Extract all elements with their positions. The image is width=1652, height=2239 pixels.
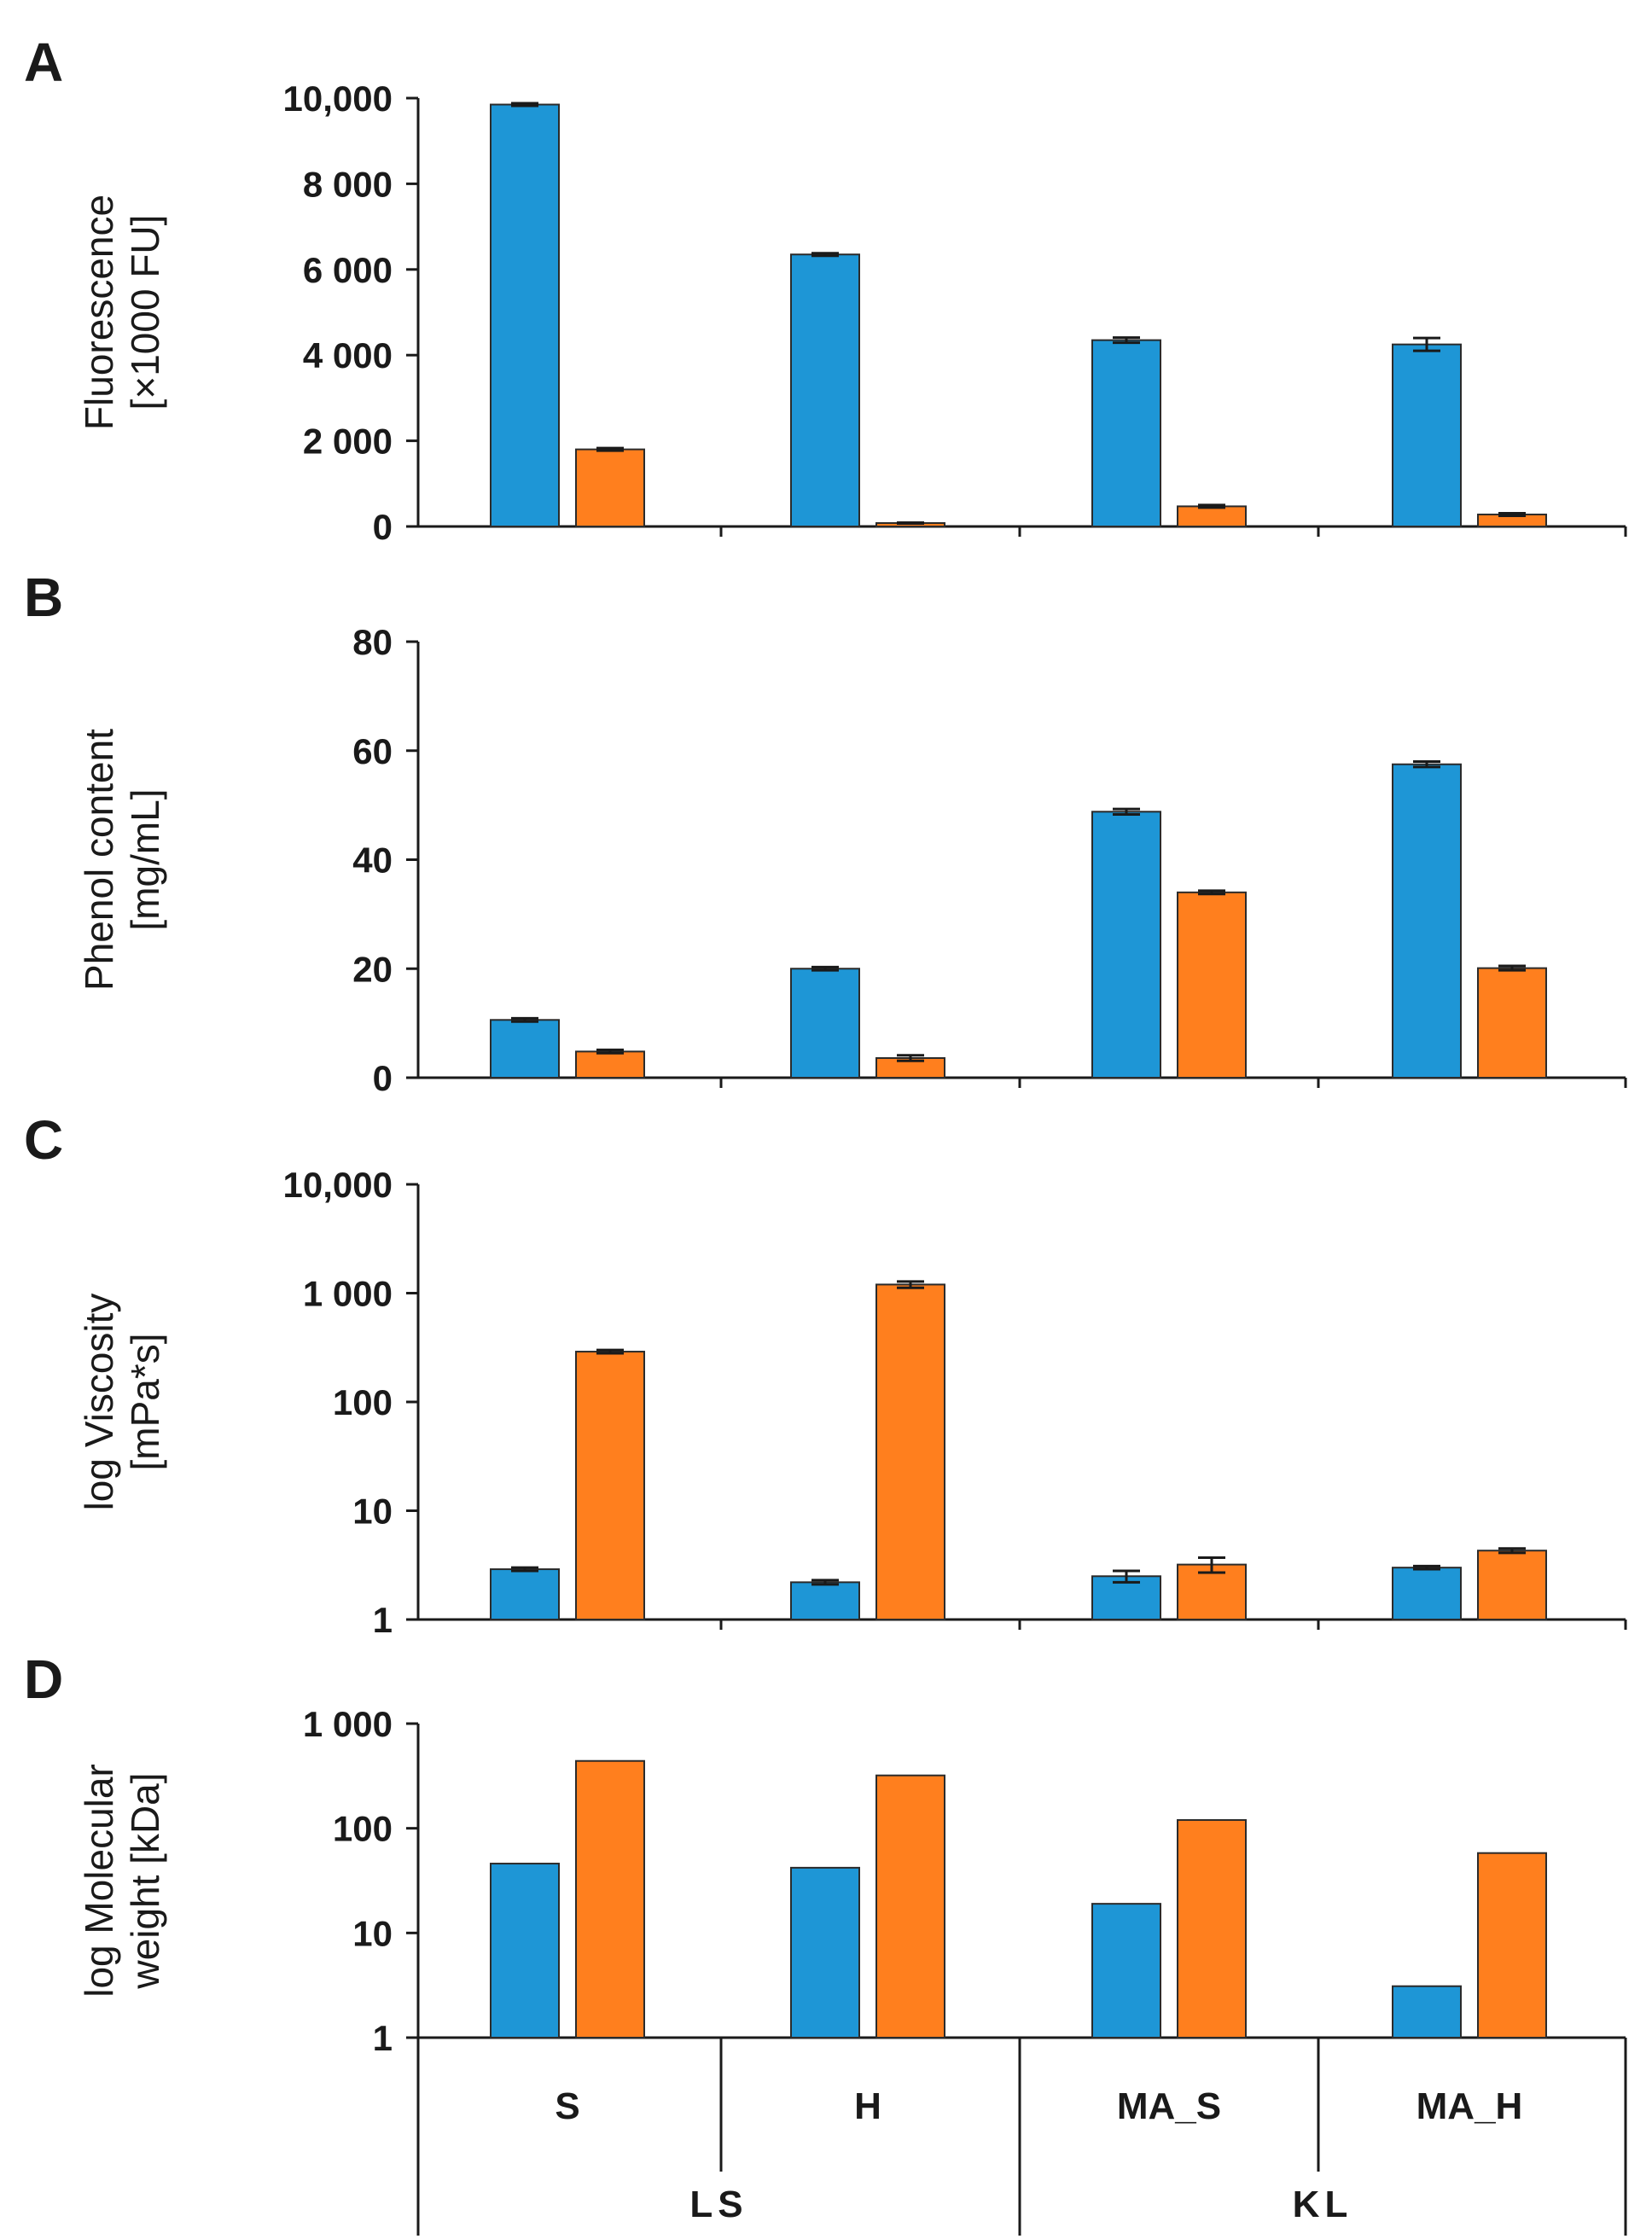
bar-series2-ma_h <box>1477 1550 1547 1621</box>
y-tick-label: 1 <box>373 2018 393 2058</box>
bar-series2-h <box>875 1283 945 1621</box>
bar-series2-h <box>875 1774 945 2039</box>
bar-series1-ma_h <box>1392 1567 1462 1620</box>
category-label-s: S <box>555 2085 579 2127</box>
y-axis-unit: [×1000 FU] <box>123 215 167 410</box>
bar-series1-h <box>790 1581 860 1620</box>
y-tick-label: 2 000 <box>303 422 393 462</box>
y-tick-label: 4 000 <box>303 335 393 375</box>
y-tick-label: 20 <box>352 949 393 989</box>
y-tick-label: 60 <box>352 731 393 771</box>
y-tick-label: 10 <box>352 1913 393 1953</box>
group-label-ls: LS <box>689 2184 747 2225</box>
y-tick-label: 40 <box>352 840 393 881</box>
panel-letter: A <box>24 32 63 93</box>
bar-series1-ma_s <box>1091 339 1161 527</box>
bar-series1-ma_h <box>1392 1985 1462 2039</box>
y-axis-unit: weight [kDa] <box>123 1772 167 1989</box>
panel-a: A Fluorescence [×1000 FU] 0 2 000 4 000 6 000 8… <box>24 32 1627 547</box>
y-tick-label: 10,000 <box>283 1165 393 1205</box>
bar-series2-s <box>575 448 645 528</box>
y-tick-label: 100 <box>333 1382 393 1422</box>
panel-letter: B <box>24 567 63 628</box>
bar-series1-s <box>490 1019 560 1079</box>
bar-series2-s <box>575 1759 645 2039</box>
bar-series2-s <box>575 1050 645 1079</box>
bar-series1-s <box>490 103 560 527</box>
y-axis-title: Phenol content <box>77 729 121 991</box>
bar-series1-h <box>790 253 860 527</box>
y-axis-title: log Viscosity <box>77 1294 121 1511</box>
y-axis-title: log Molecular <box>77 1764 121 1998</box>
panel-letter: D <box>24 1649 63 1710</box>
bar-series1-s <box>490 1568 560 1621</box>
category-label-ma-h: MA_H <box>1416 2085 1523 2127</box>
bar-series2-s <box>575 1351 645 1621</box>
category-label-h: H <box>854 2085 881 2127</box>
y-axis-unit: [mg/mL] <box>123 788 167 930</box>
bar-series1-ma_s <box>1091 811 1161 1079</box>
y-tick-label: 8 000 <box>303 164 393 204</box>
bar-series1-ma_s <box>1091 1903 1161 2039</box>
bar-series1-h <box>790 968 860 1079</box>
panel-letter: C <box>24 1109 63 1171</box>
y-tick-label: 10 <box>352 1492 393 1532</box>
y-tick-label: 10,000 <box>283 79 393 119</box>
y-tick-label: 0 <box>373 1058 393 1098</box>
bar-series2-ma_h <box>1477 967 1547 1079</box>
y-tick-label: 80 <box>352 622 393 662</box>
bar-series1-h <box>790 1866 860 2038</box>
bar-series1-ma_h <box>1392 763 1462 1079</box>
y-axis-title: Fluorescence <box>77 195 121 430</box>
bar-series2-ma_s <box>1177 1818 1247 2039</box>
panel-b: B Phenol content [mg/mL] 0 20 40 60 80 <box>24 567 1627 1098</box>
bar-series2-ma_s <box>1177 891 1247 1079</box>
category-label-ma-s: MA_S <box>1117 2085 1221 2127</box>
group-label-kl: KL <box>1293 2184 1353 2225</box>
y-tick-label: 1 <box>373 1600 393 1640</box>
bar-series2-ma_h <box>1477 1852 1547 2039</box>
y-tick-label: 100 <box>333 1809 393 1849</box>
y-tick-label: 6 000 <box>303 250 393 290</box>
bar-series2-ma_s <box>1177 505 1247 528</box>
category-table: S H MA_S MA_H LS KL <box>416 2038 1627 2236</box>
bar-series1-s <box>490 1863 560 2039</box>
y-tick-label: 1 000 <box>303 1704 393 1744</box>
y-tick-label: 0 <box>373 507 393 547</box>
y-tick-label: 1 000 <box>303 1274 393 1314</box>
bar-series1-ma_h <box>1392 343 1462 527</box>
y-axis-unit: [mPa*s] <box>123 1333 167 1470</box>
